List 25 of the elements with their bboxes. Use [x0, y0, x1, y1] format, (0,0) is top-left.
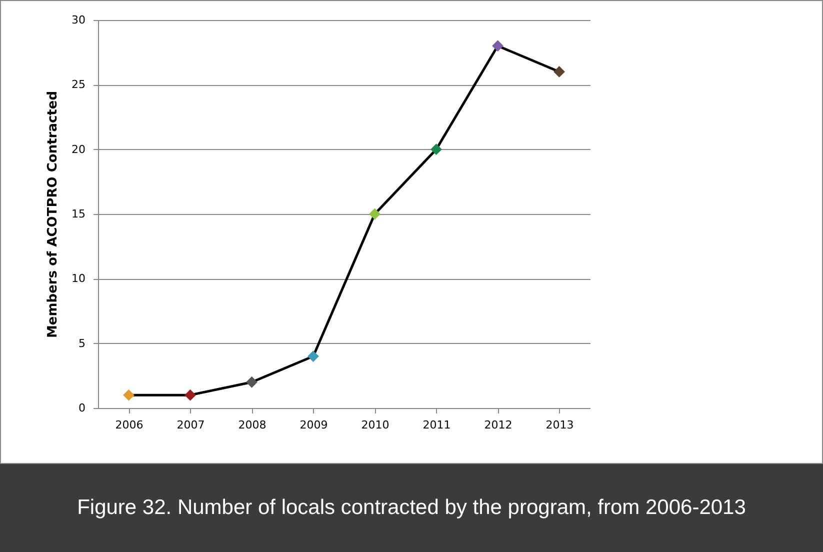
x-tick-label: 2007: [176, 418, 205, 432]
point: [369, 208, 380, 220]
x-tick-label: 2013: [546, 418, 574, 432]
x-tick-label: 2011: [422, 418, 451, 432]
x-tick-label: 2008: [238, 418, 266, 432]
y-tick-label: 10: [72, 272, 86, 286]
y-tick-label: 30: [72, 14, 86, 26]
y-tick-label: 15: [72, 208, 86, 220]
y-tick-label: 25: [72, 78, 86, 92]
y-tick-label: 5: [78, 336, 86, 350]
y-tick-label: 0: [78, 402, 86, 414]
y-tick-label: 20: [72, 142, 86, 156]
point: [430, 144, 442, 156]
caption: Figure 32. Number of locals contracted by the program, from 2006-2013: [0, 464, 823, 552]
point: [184, 389, 196, 401]
point: [492, 40, 504, 52]
point: [246, 376, 258, 388]
x-tick-label: 2006: [115, 418, 144, 432]
point: [308, 350, 319, 362]
x-tick-label: 2009: [300, 418, 328, 432]
x-tick-label: 2012: [484, 418, 512, 432]
point: [554, 66, 565, 78]
point: [123, 389, 134, 401]
x-tick-label: 2010: [361, 418, 390, 432]
y-axis-title: Members of ACOTPRO Contracted: [46, 90, 61, 338]
